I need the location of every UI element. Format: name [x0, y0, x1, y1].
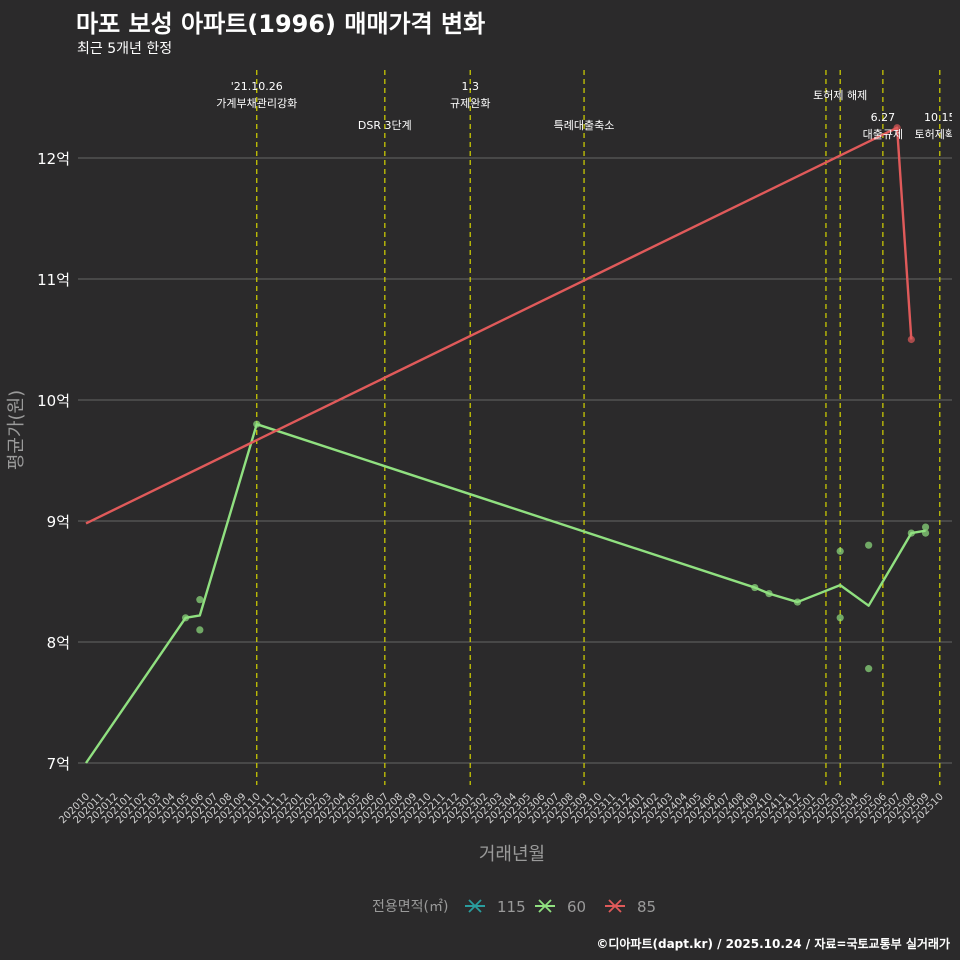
chart-title: 마포 보성 아파트(1996) 매매가격 변화 [76, 10, 486, 38]
policy-event-label: 6.27 [871, 111, 896, 124]
y-tick-label: 9억 [47, 513, 70, 531]
data-point-60 [765, 590, 773, 598]
data-point-60 [865, 541, 873, 549]
policy-event-label: 가계부채관리강화 [216, 97, 297, 110]
data-point-60 [921, 523, 930, 531]
data-point-60 [921, 529, 930, 537]
policy-event-label: 규제완화 [450, 97, 490, 110]
policy-event-label: 1.3 [461, 80, 479, 93]
legend-label-115: 115 [497, 898, 526, 916]
data-point-60 [793, 598, 802, 606]
y-tick-label: 10억 [37, 392, 70, 410]
policy-event-label: 토허제확대 [914, 128, 960, 141]
data-point-85 [893, 124, 901, 132]
data-point-60 [182, 614, 190, 622]
x-axis-title: 거래년월 [479, 844, 545, 865]
data-point-60 [751, 583, 759, 592]
y-tick-label: 12억 [37, 150, 70, 168]
policy-event-label: 토허제 해제 [813, 88, 867, 102]
chart-subtitle: 최근 5개년 한정 [77, 41, 173, 57]
data-point-60 [836, 614, 844, 622]
policy-event-label: 대출규제 [863, 128, 903, 141]
policy-event-label: 10.15 [924, 111, 956, 124]
data-point-60 [253, 420, 261, 428]
data-point-85 [907, 335, 915, 344]
data-point-60 [907, 529, 915, 537]
policy-event-label: '21.10.26 [231, 80, 283, 93]
data-point-60 [865, 665, 873, 673]
series-line-60 [85, 423, 926, 764]
policy-event-label: 특례대출축소 [554, 119, 615, 132]
legend-key-cross-115 [468, 899, 482, 913]
data-point-60 [836, 547, 844, 555]
data-point-60 [196, 596, 204, 604]
y-tick-label: 7억 [47, 755, 70, 773]
series-line-85 [85, 126, 913, 525]
legend-key-cross-60 [538, 899, 552, 913]
legend-title: 전용면적(㎡) [372, 899, 448, 915]
y-tick-label: 8억 [47, 634, 70, 652]
y-tick-label: 11억 [37, 271, 70, 289]
source-caption: ©디아파트(dapt.kr) / 2025.10.24 / 자료=국토교통부 실… [596, 937, 950, 951]
legend: 전용면적(㎡) 115 60 85 [372, 898, 656, 916]
y-axis-title: 평균가(원) [6, 390, 27, 470]
legend-key-cross-85 [608, 899, 622, 913]
data-point-60 [196, 626, 204, 634]
legend-label-60: 60 [567, 898, 586, 916]
policy-event-label: DSR 3단계 [358, 119, 412, 132]
legend-label-85: 85 [637, 898, 656, 916]
